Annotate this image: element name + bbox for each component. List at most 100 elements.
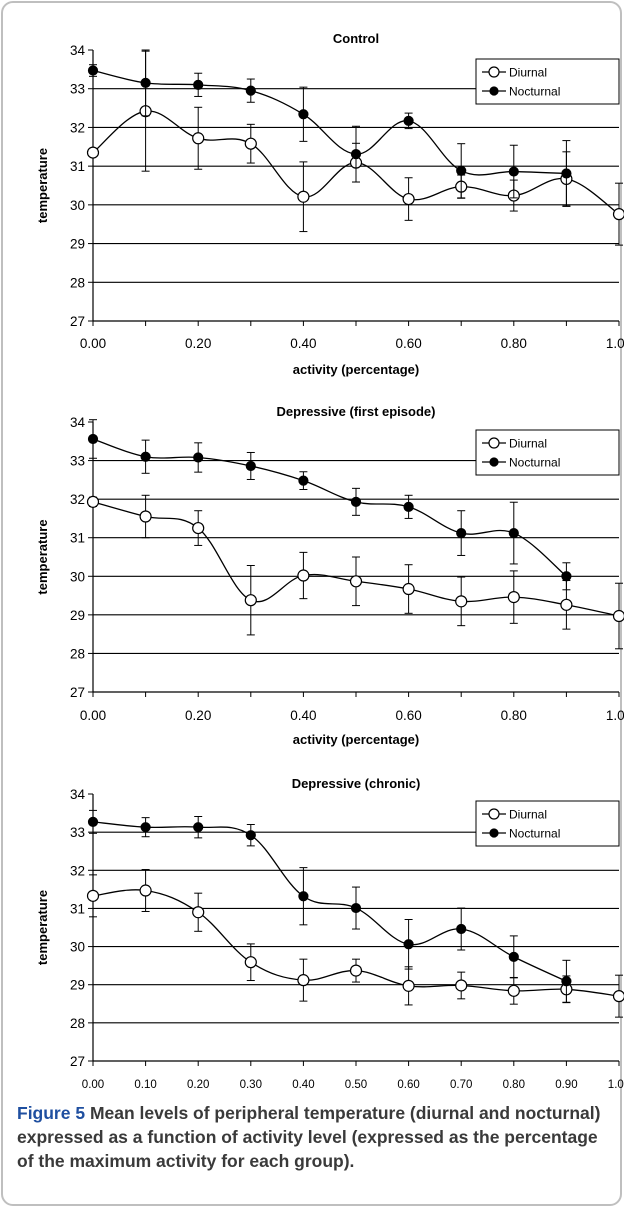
x-axis-label: activity (percentage) — [293, 1102, 419, 1103]
caption-label: Figure 5 — [17, 1103, 86, 1123]
y-tick-label: 29 — [70, 608, 85, 623]
x-tick-label: 1.00 — [606, 708, 624, 723]
y-tick-label: 27 — [70, 685, 85, 700]
series-line-nocturnal — [92, 69, 567, 176]
data-point-nocturnal — [87, 433, 99, 445]
data-point-diurnal — [402, 979, 415, 992]
data-point-nocturnal — [403, 501, 414, 512]
y-axis-label: temperature — [35, 519, 50, 594]
data-point-diurnal — [86, 889, 100, 902]
data-point-nocturnal — [140, 451, 151, 462]
x-axis-label: activity (percentage) — [293, 732, 419, 747]
x-tick-label: 0.90 — [555, 1079, 577, 1091]
data-point-nocturnal — [298, 891, 309, 902]
data-point-diurnal — [86, 146, 100, 159]
chart-legend: Diurnal Nocturnal — [475, 429, 620, 476]
x-tick-label: 0.70 — [450, 1079, 472, 1091]
legend-marker — [489, 86, 499, 96]
legend-entry-diurnal: Diurnal — [509, 66, 547, 80]
data-point-diurnal — [507, 984, 520, 997]
caption-text: Mean levels of peripheral temperature (d… — [17, 1103, 601, 1171]
data-point-nocturnal — [508, 166, 519, 177]
chart-panel-2: Depressive (first episode) 27 28 29 30 31 32 33… — [35, 404, 624, 747]
y-tick-label: 33 — [70, 454, 85, 469]
x-tick-label: 0.80 — [501, 336, 527, 351]
series-line-nocturnal — [92, 438, 567, 577]
y-tick-label: 30 — [70, 198, 85, 213]
data-point-diurnal — [244, 137, 257, 150]
data-point-diurnal — [349, 575, 363, 588]
data-point-diurnal — [192, 132, 205, 145]
x-tick-label: 0.20 — [187, 1079, 209, 1091]
data-point-diurnal — [455, 595, 468, 608]
x-tick-label: 0.60 — [397, 1079, 419, 1091]
data-point-diurnal — [139, 510, 152, 523]
y-tick-label: 33 — [70, 82, 85, 97]
chart-panel-3: Depressive (chronic) 27 28 29 30 31 32 33 34 0.00… — [35, 776, 624, 1103]
data-point-diurnal — [86, 495, 100, 508]
chart-legend: Diurnal Nocturnal — [475, 800, 620, 847]
data-point-diurnal — [507, 591, 520, 604]
x-tick-label: 0.20 — [185, 708, 211, 723]
legend-entry-nocturnal: Nocturnal — [509, 85, 560, 99]
y-tick-label: 30 — [70, 940, 85, 955]
legend-marker — [488, 66, 500, 78]
data-point-nocturnal — [298, 109, 309, 120]
x-tick-label: 1.00 — [608, 1079, 624, 1091]
data-point-nocturnal — [245, 85, 256, 96]
data-point-diurnal — [612, 990, 624, 1003]
x-tick-label: 0.40 — [290, 708, 316, 723]
data-point-diurnal — [244, 594, 257, 607]
legend-entry-diurnal: Diurnal — [509, 437, 547, 451]
x-tick-label: 0.60 — [395, 336, 421, 351]
data-point-diurnal — [139, 884, 152, 897]
x-tick-label: 0.40 — [290, 336, 316, 351]
y-tick-label: 34 — [70, 787, 86, 802]
data-point-nocturnal — [508, 527, 519, 539]
x-tick-label: 0.00 — [80, 336, 106, 351]
data-point-nocturnal — [508, 951, 519, 962]
data-point-nocturnal — [245, 830, 256, 841]
data-point-nocturnal — [87, 65, 99, 76]
x-tick-label: 0.00 — [82, 1079, 104, 1091]
series-line-nocturnal — [92, 821, 567, 982]
data-point-nocturnal — [87, 816, 99, 827]
data-point-diurnal — [192, 906, 205, 919]
x-tick-label: 0.40 — [292, 1079, 314, 1091]
y-tick-label: 33 — [70, 825, 85, 840]
data-point-diurnal — [402, 192, 415, 206]
data-point-nocturnal — [140, 77, 151, 89]
legend-box — [475, 800, 620, 847]
data-point-nocturnal — [350, 902, 362, 914]
legend-marker — [488, 437, 500, 449]
chart-title: Depressive (chronic) — [292, 776, 421, 791]
y-tick-label: 32 — [70, 492, 85, 507]
chart-title: Control — [333, 31, 379, 46]
data-point-diurnal — [297, 569, 310, 582]
data-point-diurnal — [244, 956, 257, 969]
legend-box — [475, 58, 620, 105]
x-tick-label: 1.00 — [606, 336, 624, 351]
x-tick-label: 0.00 — [80, 708, 106, 723]
data-point-diurnal — [297, 974, 310, 987]
x-tick-label: 0.60 — [395, 708, 421, 723]
x-tick-label: 0.20 — [185, 336, 211, 351]
chart-title: Depressive (first episode) — [277, 404, 436, 419]
data-point-nocturnal — [456, 923, 467, 935]
y-tick-label: 30 — [70, 569, 85, 584]
y-tick-label: 32 — [70, 120, 85, 135]
data-point-diurnal — [402, 582, 415, 596]
x-tick-label: 0.10 — [134, 1079, 156, 1091]
x-tick-label: 0.30 — [240, 1079, 262, 1091]
data-point-nocturnal — [456, 165, 467, 176]
data-point-nocturnal — [561, 571, 572, 582]
data-point-diurnal — [349, 964, 363, 977]
data-point-nocturnal — [298, 475, 309, 486]
data-point-nocturnal — [193, 79, 204, 90]
y-tick-label: 29 — [70, 978, 85, 993]
y-tick-label: 31 — [70, 159, 85, 174]
data-point-nocturnal — [561, 976, 572, 987]
data-point-nocturnal — [403, 115, 414, 126]
data-point-nocturnal — [350, 149, 362, 160]
